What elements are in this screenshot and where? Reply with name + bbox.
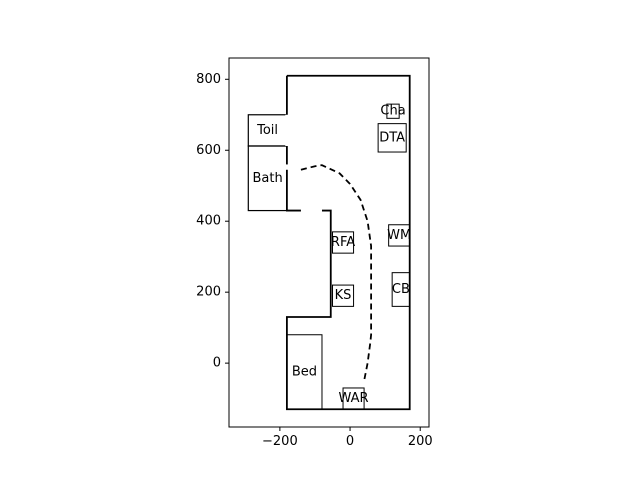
plot-content: Toil Bath Cha DTA RFA KS WM CB Bed WAR bbox=[247, 74, 411, 411]
furniture-label: WAR bbox=[339, 391, 369, 406]
y-tick-label: 400 bbox=[196, 214, 221, 229]
furniture-label: RFA bbox=[331, 235, 355, 250]
y-axis-ticks: 0 200 400 600 800 bbox=[196, 72, 229, 371]
furniture-label: Cha bbox=[380, 104, 405, 119]
furniture-box bbox=[332, 231, 355, 254]
furniture-box bbox=[342, 387, 365, 410]
furniture-box bbox=[391, 272, 411, 307]
y-tick-label: 0 bbox=[213, 356, 221, 371]
y-tick-label: 600 bbox=[196, 143, 221, 158]
room-label: Bath bbox=[252, 171, 282, 186]
x-tick-label: 0 bbox=[346, 434, 354, 449]
furniture-box bbox=[377, 123, 407, 153]
y-tick-label: 800 bbox=[196, 72, 221, 87]
x-tick-label: −200 bbox=[262, 434, 298, 449]
y-tick-label: 200 bbox=[196, 285, 221, 300]
furniture-box bbox=[332, 284, 355, 307]
furniture-label: DTA bbox=[379, 130, 405, 145]
furniture-label: WM bbox=[387, 228, 411, 243]
x-axis-ticks: −200 0 200 bbox=[262, 427, 433, 449]
furniture-box bbox=[388, 224, 411, 247]
furniture-label: KS bbox=[335, 288, 352, 303]
room-label: Toil bbox=[256, 123, 278, 138]
x-tick-label: 200 bbox=[408, 434, 433, 449]
axes-frame bbox=[228, 57, 430, 428]
furniture-label: Bed bbox=[292, 365, 317, 380]
furniture-box bbox=[286, 334, 323, 410]
furniture-box bbox=[386, 103, 400, 119]
furniture-label: CB bbox=[392, 282, 410, 297]
walking-path bbox=[300, 164, 373, 382]
